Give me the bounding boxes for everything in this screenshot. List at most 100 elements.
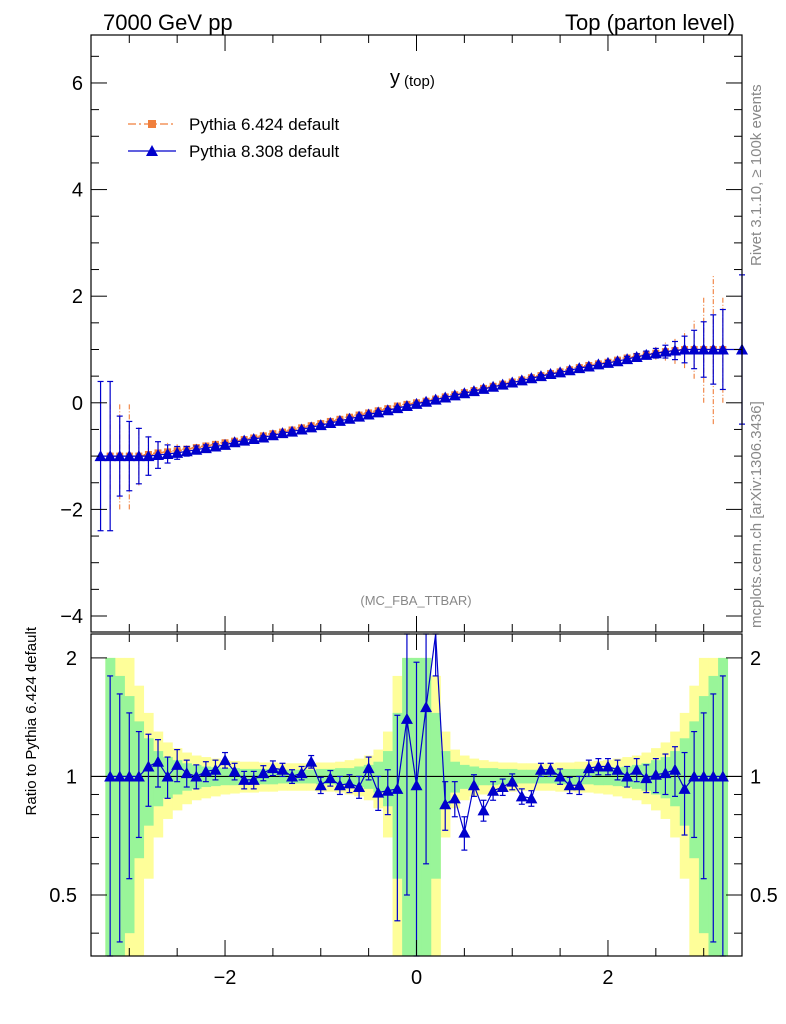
ratio-point bbox=[305, 755, 318, 767]
ratio-point bbox=[410, 779, 423, 791]
ratio-point bbox=[678, 782, 691, 794]
ratio-point bbox=[142, 760, 155, 772]
ratio-data-layer bbox=[91, 633, 742, 957]
pythia8-point bbox=[554, 366, 567, 378]
pythia8-point bbox=[697, 343, 710, 355]
main-panel: −4 −2 0 2 4 6 y (top) (MC_FBA_TTBAR) Pythia 6… bbox=[60, 34, 748, 633]
pythia8-point bbox=[400, 399, 413, 411]
pythia8-point bbox=[410, 397, 423, 409]
ratio-point bbox=[688, 770, 701, 782]
main-data-layer bbox=[94, 274, 748, 532]
ratio-y-tick-label-left: 0.5 bbox=[49, 885, 77, 907]
ratio-point bbox=[257, 767, 270, 779]
pythia8-point bbox=[305, 421, 318, 433]
ratio-point bbox=[544, 763, 557, 775]
pythia8-point bbox=[113, 450, 126, 462]
ratio-point bbox=[630, 763, 643, 775]
pythia8-point bbox=[649, 347, 662, 359]
ratio-point bbox=[209, 763, 222, 775]
legend-label-pythia6: Pythia 6.424 default bbox=[189, 115, 340, 134]
ratio-point bbox=[477, 804, 490, 816]
main-y-tick-label: 6 bbox=[72, 73, 83, 95]
pythia8-point bbox=[353, 410, 366, 422]
pythia8-point bbox=[180, 445, 193, 457]
ratio-point bbox=[582, 762, 595, 774]
pythia8-point bbox=[611, 355, 624, 367]
ratio-x-tick-label: 2 bbox=[602, 967, 613, 989]
legend: Pythia 6.424 default Pythia 8.308 defaul… bbox=[128, 115, 340, 161]
ratio-point bbox=[324, 772, 337, 784]
ratio-y-tick-label-left: 2 bbox=[66, 648, 77, 670]
pythia8-point bbox=[94, 450, 107, 462]
main-axes: −4 −2 0 2 4 6 bbox=[60, 35, 742, 632]
pythia8-point bbox=[171, 446, 184, 458]
pythia8-point bbox=[286, 425, 299, 437]
header-energy: 7000 GeV pp bbox=[103, 10, 233, 35]
ratio-point bbox=[276, 763, 289, 775]
analysis-label: (MC_FBA_TTBAR) bbox=[360, 593, 471, 608]
pythia8-point bbox=[668, 344, 681, 356]
ratio-x-tick-label: −2 bbox=[214, 967, 237, 989]
pythia8-point bbox=[688, 343, 701, 355]
ratio-point bbox=[132, 770, 145, 782]
ratio-point bbox=[353, 781, 366, 793]
pythia8-point bbox=[496, 378, 509, 390]
ratio-point bbox=[381, 784, 394, 796]
header-process: Top (parton level) bbox=[565, 10, 735, 35]
pythia8-point bbox=[391, 402, 404, 414]
pythia8-point bbox=[333, 414, 346, 426]
pythia8-point bbox=[716, 343, 729, 355]
ratio-point bbox=[190, 770, 203, 782]
ratio-point bbox=[563, 779, 576, 791]
ratio-panel: 0.5 0.5 1 1 2 2 −2 0 2 Ratio to Pythia 6.424 def… bbox=[23, 626, 778, 989]
legend-entry-pythia8: Pythia 8.308 default bbox=[128, 142, 340, 161]
ratio-point bbox=[506, 775, 519, 787]
pythia8-point bbox=[247, 433, 260, 445]
legend-entry-pythia6: Pythia 6.424 default bbox=[128, 115, 340, 134]
pythia8-point bbox=[228, 436, 241, 448]
ratio-point bbox=[496, 781, 509, 793]
ratio-point bbox=[592, 760, 605, 772]
ratio-point bbox=[487, 784, 500, 796]
ratio-point bbox=[238, 773, 251, 785]
pythia8-point bbox=[209, 440, 222, 452]
ratio-point bbox=[458, 826, 471, 838]
ratio-y-tick-label-left: 1 bbox=[66, 766, 77, 788]
ratio-point bbox=[161, 770, 174, 782]
ratio-point bbox=[113, 770, 126, 782]
ratio-point bbox=[152, 755, 165, 767]
ratio-point bbox=[621, 770, 634, 782]
ratio-point bbox=[601, 760, 614, 772]
pythia8-point bbox=[372, 406, 385, 418]
pythia8-point bbox=[707, 343, 720, 355]
pythia8-point bbox=[238, 434, 251, 446]
pythia8-point bbox=[621, 353, 634, 365]
ratio-point bbox=[199, 765, 212, 777]
ratio-point bbox=[362, 762, 375, 774]
ratio-point bbox=[707, 770, 720, 782]
ratio-point bbox=[247, 773, 260, 785]
ratio-point bbox=[525, 792, 538, 804]
pythia8-point bbox=[276, 427, 289, 439]
ratio-point bbox=[266, 762, 279, 774]
pythia8-point bbox=[132, 450, 145, 462]
pythia8-point bbox=[104, 450, 117, 462]
ratio-point bbox=[343, 777, 356, 789]
rivet-label: Rivet 3.1.10, ≥ 100k events bbox=[748, 84, 765, 266]
pythia8-point bbox=[219, 438, 232, 450]
pythia8-point bbox=[592, 358, 605, 370]
ratio-point bbox=[554, 770, 567, 782]
main-y-tick-label: −4 bbox=[60, 606, 83, 628]
ratio-point bbox=[515, 790, 528, 802]
ratio-point bbox=[649, 768, 662, 780]
main-y-tick-label: 4 bbox=[72, 180, 83, 202]
pythia8-point bbox=[640, 348, 653, 360]
pythia8-point bbox=[343, 412, 356, 424]
ratio-point bbox=[448, 792, 461, 804]
ratio-point bbox=[716, 770, 729, 782]
ratio-point bbox=[391, 782, 404, 794]
ratio-point bbox=[104, 770, 117, 782]
pythia8-point bbox=[420, 395, 433, 407]
main-y-tick-label: 2 bbox=[72, 286, 83, 308]
ratio-point bbox=[228, 765, 241, 777]
